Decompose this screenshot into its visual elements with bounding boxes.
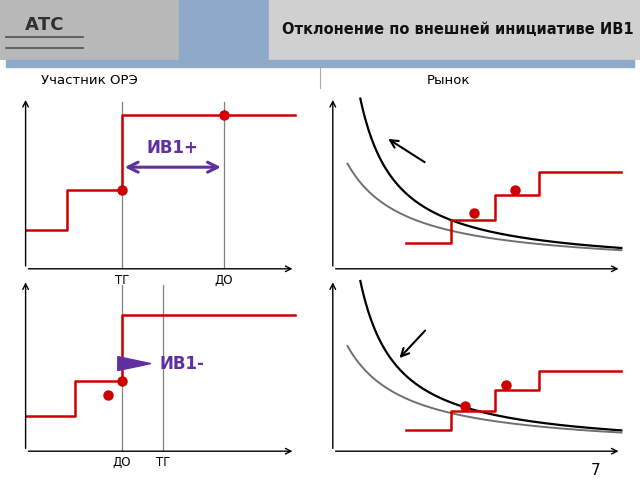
Bar [6, 60, 634, 67]
Text: ДО: ДО [113, 456, 131, 469]
Text: Участник ОРЭ: Участник ОРЭ [41, 73, 138, 86]
Text: 7: 7 [590, 463, 600, 478]
Text: ТГ: ТГ [115, 274, 129, 287]
Text: ТГ: ТГ [156, 456, 170, 469]
Text: Рынок: Рынок [426, 73, 470, 86]
Text: ДО: ДО [214, 274, 233, 287]
Bar [269, 0, 640, 60]
Text: Отклонение по внешней инициативе ИВ1: Отклонение по внешней инициативе ИВ1 [282, 23, 634, 37]
Text: ИВ1+: ИВ1+ [147, 139, 199, 157]
Text: ИВ1-: ИВ1- [159, 355, 204, 372]
Polygon shape [118, 357, 151, 371]
Bar [179, 0, 269, 60]
Bar [0, 0, 179, 60]
Text: АТС: АТС [25, 16, 65, 34]
